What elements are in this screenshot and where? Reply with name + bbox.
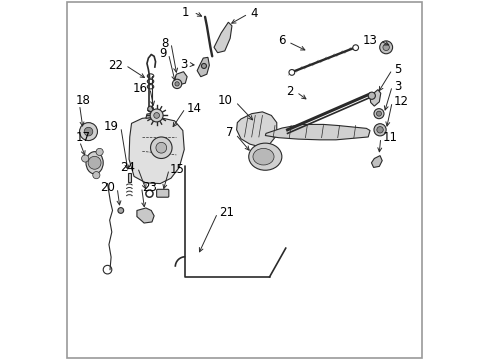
Text: 2: 2	[286, 85, 293, 98]
Text: 9: 9	[159, 47, 166, 60]
Circle shape	[201, 63, 206, 68]
Text: 19: 19	[103, 121, 118, 134]
Polygon shape	[214, 22, 231, 53]
Text: 5: 5	[393, 63, 400, 76]
Text: 4: 4	[249, 8, 257, 21]
Circle shape	[379, 41, 392, 54]
Circle shape	[382, 44, 388, 50]
Circle shape	[352, 45, 358, 50]
Circle shape	[175, 82, 179, 86]
Text: 21: 21	[219, 207, 234, 220]
Polygon shape	[145, 113, 158, 118]
Text: 18: 18	[75, 94, 90, 107]
Circle shape	[84, 127, 93, 136]
Text: 6: 6	[278, 34, 285, 48]
Circle shape	[96, 148, 103, 156]
Polygon shape	[129, 117, 184, 184]
Circle shape	[153, 113, 159, 118]
Text: 22: 22	[108, 59, 123, 72]
Circle shape	[373, 109, 383, 119]
Polygon shape	[236, 112, 276, 147]
Circle shape	[81, 155, 88, 162]
Text: 10: 10	[218, 94, 233, 107]
Circle shape	[376, 127, 383, 133]
FancyBboxPatch shape	[156, 189, 168, 197]
Ellipse shape	[248, 143, 281, 170]
Text: 7: 7	[225, 126, 233, 139]
Circle shape	[156, 142, 166, 153]
Circle shape	[147, 106, 153, 112]
Text: 20: 20	[100, 181, 115, 194]
Polygon shape	[265, 125, 369, 140]
Text: 15: 15	[169, 163, 184, 176]
Circle shape	[88, 156, 101, 169]
Circle shape	[93, 172, 100, 179]
Text: 17: 17	[75, 131, 90, 144]
Circle shape	[118, 208, 123, 213]
Circle shape	[150, 109, 163, 122]
Text: 24: 24	[120, 161, 135, 174]
Circle shape	[376, 111, 381, 116]
Circle shape	[80, 123, 97, 140]
Circle shape	[150, 137, 172, 158]
Text: 12: 12	[393, 95, 408, 108]
Text: 14: 14	[186, 103, 201, 116]
Text: 13: 13	[362, 34, 376, 48]
Polygon shape	[369, 90, 380, 106]
Text: 8: 8	[161, 36, 168, 50]
Circle shape	[172, 79, 182, 89]
Text: 1: 1	[181, 6, 188, 19]
Text: 23: 23	[142, 181, 157, 194]
Polygon shape	[137, 208, 154, 223]
Circle shape	[373, 124, 386, 136]
Circle shape	[367, 92, 375, 99]
Text: 16: 16	[132, 82, 147, 95]
Ellipse shape	[252, 148, 273, 165]
Polygon shape	[174, 72, 187, 85]
Circle shape	[288, 69, 294, 75]
Text: 3: 3	[180, 58, 187, 71]
Ellipse shape	[86, 152, 103, 174]
Text: 11: 11	[382, 131, 397, 144]
Polygon shape	[128, 173, 131, 182]
Polygon shape	[371, 156, 382, 167]
Polygon shape	[197, 57, 209, 77]
Text: 3: 3	[393, 80, 400, 93]
